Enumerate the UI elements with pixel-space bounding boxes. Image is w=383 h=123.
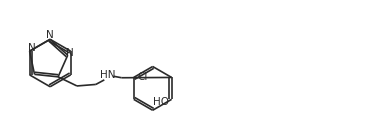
Text: HO: HO xyxy=(152,97,169,107)
Text: Cl: Cl xyxy=(137,72,148,82)
Text: HN: HN xyxy=(100,70,116,80)
Text: N: N xyxy=(66,48,74,58)
Text: N: N xyxy=(28,43,36,53)
Text: N: N xyxy=(46,30,53,40)
